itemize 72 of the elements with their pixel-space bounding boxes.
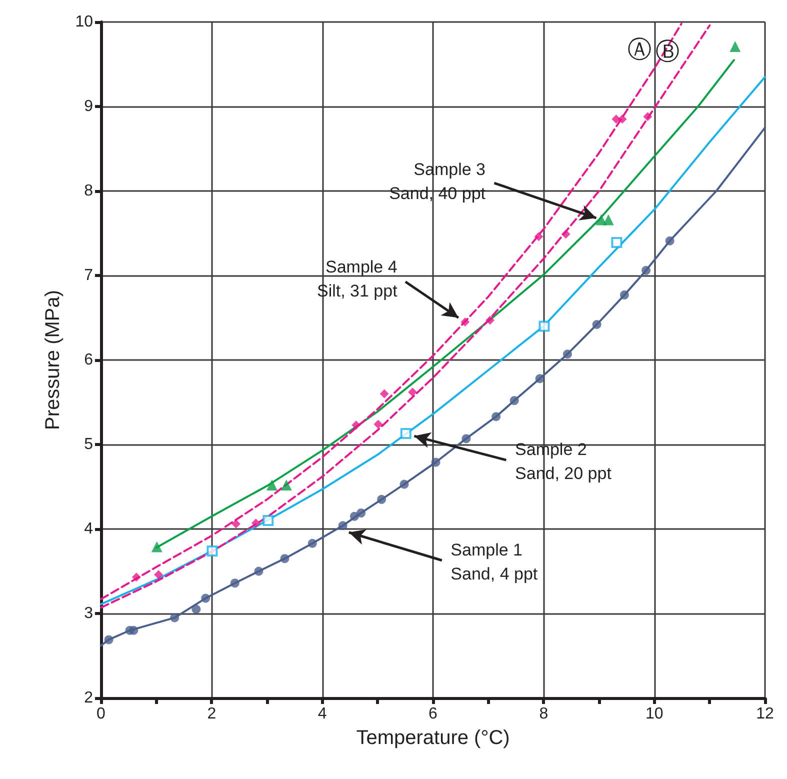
- point: [618, 114, 627, 124]
- point: [338, 521, 348, 530]
- point: [129, 626, 138, 635]
- point: [431, 458, 440, 467]
- x-tick-label: 8: [539, 706, 548, 722]
- y-tick-label: 8: [84, 182, 94, 200]
- y-tick-label: 2: [84, 690, 94, 706]
- x-tick-label: 6: [428, 706, 438, 722]
- point: [462, 434, 471, 444]
- point: [510, 396, 519, 406]
- line-series: [100, 76, 766, 606]
- point: [535, 374, 544, 384]
- x-tick-label: 2: [207, 706, 216, 722]
- point: [642, 266, 651, 275]
- y-axis-title: Pressure (MPa): [42, 290, 64, 430]
- point: [485, 316, 494, 325]
- point: [374, 420, 383, 429]
- point: [262, 515, 274, 526]
- point: [104, 635, 114, 644]
- annotation: Sample 1 Sand, 4 ppt: [450, 540, 538, 584]
- point: [352, 420, 361, 430]
- y-tick-label: 6: [84, 352, 94, 368]
- point: [266, 480, 278, 491]
- point: [562, 350, 572, 359]
- point: [151, 541, 162, 552]
- point: [154, 570, 164, 580]
- point: [206, 545, 218, 556]
- point: [611, 237, 622, 248]
- series-label: Ⓑ: [656, 37, 680, 66]
- point: [380, 389, 389, 398]
- point: [643, 112, 652, 122]
- point: [232, 519, 241, 528]
- point: [408, 388, 418, 397]
- point: [254, 566, 264, 576]
- point: [538, 320, 550, 332]
- point: [460, 317, 470, 326]
- series-label: Ⓐ: [627, 36, 652, 64]
- y-tick-label: 4: [84, 520, 94, 538]
- point: [400, 480, 409, 489]
- point: [230, 578, 240, 588]
- x-tick-label: 10: [645, 706, 664, 722]
- point: [534, 232, 544, 242]
- y-tick-label: 10: [75, 14, 94, 30]
- y-tick-label: 3: [84, 605, 94, 622]
- point: [612, 114, 621, 124]
- point: [308, 538, 317, 548]
- point: [400, 428, 412, 440]
- point: [280, 480, 292, 491]
- point: [492, 412, 501, 422]
- point: [377, 494, 386, 504]
- point: [620, 290, 629, 300]
- point: [192, 604, 201, 614]
- point: [592, 320, 602, 330]
- point: [280, 554, 290, 564]
- x-tick-label: 4: [318, 706, 327, 722]
- point: [665, 236, 674, 246]
- x-axis-title: Temperature (°C): [356, 727, 510, 749]
- y-tick-label: 5: [84, 436, 94, 453]
- point: [170, 613, 180, 622]
- point: [730, 41, 741, 52]
- line-series: [100, 126, 766, 647]
- y-tick-label: 9: [84, 98, 94, 115]
- point: [132, 572, 141, 582]
- point: [561, 230, 570, 239]
- x-tick-label: 12: [756, 706, 774, 722]
- point: [251, 518, 260, 528]
- point: [602, 214, 614, 226]
- x-tick-label: 0: [96, 706, 106, 722]
- y-tick-label: 7: [84, 267, 94, 284]
- point: [201, 594, 210, 603]
- point: [350, 512, 359, 521]
- point: [356, 508, 366, 518]
